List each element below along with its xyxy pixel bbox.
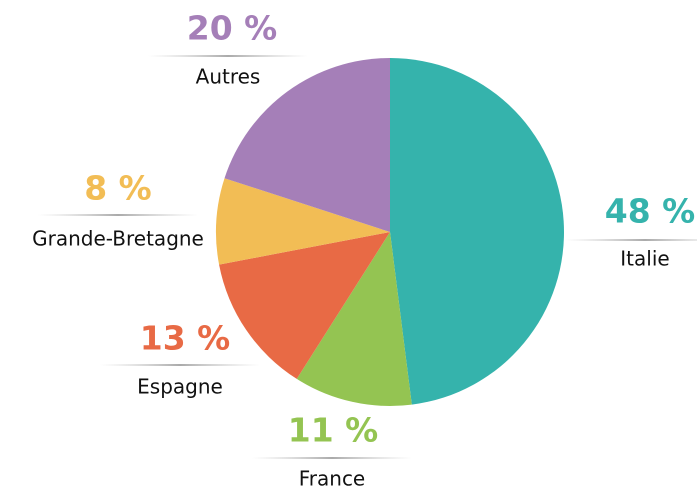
pie-slice	[219, 232, 390, 379]
label-underline	[148, 55, 308, 57]
label-underline	[100, 364, 260, 366]
category-label: Grande-Bretagne	[32, 227, 204, 251]
value-label: 11 %	[288, 411, 378, 450]
label-underline	[252, 457, 412, 459]
value-label: 20 %	[187, 9, 277, 48]
label-underline	[38, 214, 198, 216]
category-label: Italie	[620, 247, 669, 271]
category-label: France	[299, 467, 366, 491]
pie-slice	[224, 58, 390, 232]
value-label: 48 %	[605, 192, 695, 231]
value-label: 8 %	[84, 169, 152, 208]
value-label: 13 %	[140, 319, 230, 358]
category-label: Espagne	[137, 375, 223, 399]
pie-slice	[296, 232, 412, 406]
label-underline	[565, 239, 697, 241]
pie-slice	[390, 58, 565, 405]
category-label: Autres	[196, 65, 261, 89]
pie-slice	[216, 178, 390, 265]
